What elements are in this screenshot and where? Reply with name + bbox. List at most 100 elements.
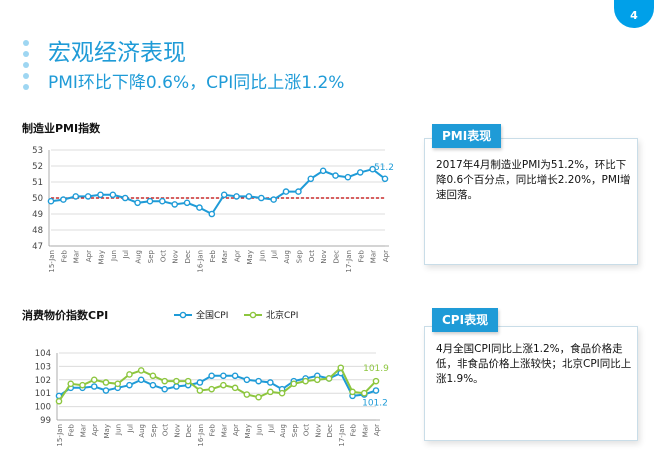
x-tick-label: May xyxy=(244,424,252,438)
data-point xyxy=(233,193,240,200)
data-point xyxy=(137,376,145,384)
data-point xyxy=(109,191,117,199)
data-point xyxy=(282,188,290,195)
x-tick-label: Nov xyxy=(173,424,181,438)
x-tick-label: Oct xyxy=(162,424,170,436)
pmi-chart: 47 48 49 50 51 52 53 15-Jan Feb Mar Apr May Jun Jul Au… xyxy=(32,146,394,273)
pmi-panel-text: 2017年4月制造业PMI为51.2%，环比下降0.6个百分点，同比增长2.20… xyxy=(436,159,631,201)
data-point xyxy=(149,381,157,389)
data-point xyxy=(360,389,368,397)
page-title: 宏观经济表现 xyxy=(48,40,186,66)
x-tick-label: Dec xyxy=(326,424,334,438)
data-point xyxy=(369,165,376,173)
data-point xyxy=(332,172,339,179)
x-tick-label: Nov xyxy=(172,250,180,264)
x-tick-label: Jul xyxy=(126,424,134,434)
x-tick-label: 15-Jan xyxy=(56,424,64,447)
data-point xyxy=(220,372,227,380)
x-tick-label: May xyxy=(103,424,111,438)
x-tick-label: Sep xyxy=(147,249,155,263)
data-point xyxy=(257,194,265,202)
x-tick-label: Aug xyxy=(283,250,291,264)
pmi-chart-title: 制造业PMI指数 xyxy=(22,122,101,135)
x-tick-label: Jul xyxy=(271,250,279,260)
data-point xyxy=(381,175,389,183)
data-point xyxy=(319,167,327,175)
data-point xyxy=(184,377,192,385)
data-point xyxy=(356,169,364,176)
x-tick-label: Sep xyxy=(150,423,158,437)
x-tick-label: Feb xyxy=(209,249,217,262)
data-point xyxy=(245,193,253,200)
series-line-2 xyxy=(58,366,377,402)
x-tick-label: Jul xyxy=(267,424,275,434)
y-tick-label: 102 xyxy=(35,376,51,386)
x-tick-label: 17-Jan xyxy=(338,424,346,447)
x-tick-label: Nov xyxy=(320,250,328,264)
data-point xyxy=(114,380,122,388)
beijing-cpi-last-label: 101.9 xyxy=(363,364,389,374)
x-tick-label: 16-Jan xyxy=(197,424,205,447)
data-point xyxy=(208,385,215,393)
data-point xyxy=(220,381,227,389)
legend-swatch-marker xyxy=(249,311,257,319)
x-tick-label: Jun xyxy=(110,250,118,262)
data-point xyxy=(183,199,191,207)
data-point xyxy=(344,173,352,181)
legend-swatch-marker xyxy=(179,311,187,319)
data-point xyxy=(134,199,141,207)
data-point xyxy=(243,391,251,398)
x-tick-label: 16-Jan xyxy=(196,250,204,273)
x-tick-label: 15-Jan xyxy=(48,250,56,273)
data-point xyxy=(161,385,168,393)
y-tick-label: 49 xyxy=(32,210,43,220)
data-point xyxy=(307,175,315,183)
x-tick-label: Oct xyxy=(159,250,167,262)
cpi-panel-text: 4月全国CPI同比上涨1.2%，食品价格走低，非食品价格上涨较快；北京CPI同比… xyxy=(436,343,632,385)
x-tick-label: 17-Jan xyxy=(345,250,353,273)
data-point xyxy=(302,377,309,385)
x-tick-label: Aug xyxy=(279,424,287,438)
data-point xyxy=(278,389,286,397)
legend-label: 北京CPI xyxy=(266,309,298,321)
cpi-panel-title: CPI表现 xyxy=(432,308,499,332)
y-tick-label: 52 xyxy=(32,162,43,172)
x-tick-label: Mar xyxy=(73,250,81,263)
data-point xyxy=(121,194,129,202)
x-tick-label: Feb xyxy=(209,423,217,436)
y-tick-label: 103 xyxy=(35,362,51,372)
x-tick-label: Mar xyxy=(220,424,228,437)
x-tick-label: Apr xyxy=(234,250,242,262)
x-tick-label: Oct xyxy=(308,250,316,262)
data-point xyxy=(126,381,133,389)
data-point xyxy=(137,367,145,374)
data-point xyxy=(67,380,75,388)
x-tick-label: Dec xyxy=(333,250,341,264)
data-point xyxy=(102,379,110,386)
pmi-panel-title: PMI表现 xyxy=(432,124,502,148)
pmi-panel xyxy=(424,138,638,265)
data-point xyxy=(267,388,274,396)
data-point xyxy=(208,210,216,218)
series-line-1 xyxy=(58,371,377,397)
data-point xyxy=(270,196,277,203)
page-subtitle: PMI环比下降0.6%，CPI同比上涨1.2% xyxy=(48,73,345,93)
data-point xyxy=(97,191,104,199)
x-tick-label: Apr xyxy=(85,250,93,262)
y-tick-label: 99 xyxy=(40,416,51,426)
data-point xyxy=(126,371,133,378)
data-point xyxy=(208,372,215,380)
x-tick-label: Oct xyxy=(303,424,311,436)
x-tick-label: Apr xyxy=(232,424,240,436)
x-tick-label: Feb xyxy=(60,249,68,262)
series-line-1 xyxy=(50,168,386,216)
x-tick-label: Dec xyxy=(184,250,192,264)
data-point xyxy=(72,193,80,200)
x-tick-label: Mar xyxy=(361,424,369,437)
data-point xyxy=(60,196,67,203)
data-point xyxy=(159,197,166,205)
cpi-chart-title: 消费物价指数CPI xyxy=(22,309,109,322)
data-point xyxy=(171,201,179,208)
data-point xyxy=(243,376,251,384)
